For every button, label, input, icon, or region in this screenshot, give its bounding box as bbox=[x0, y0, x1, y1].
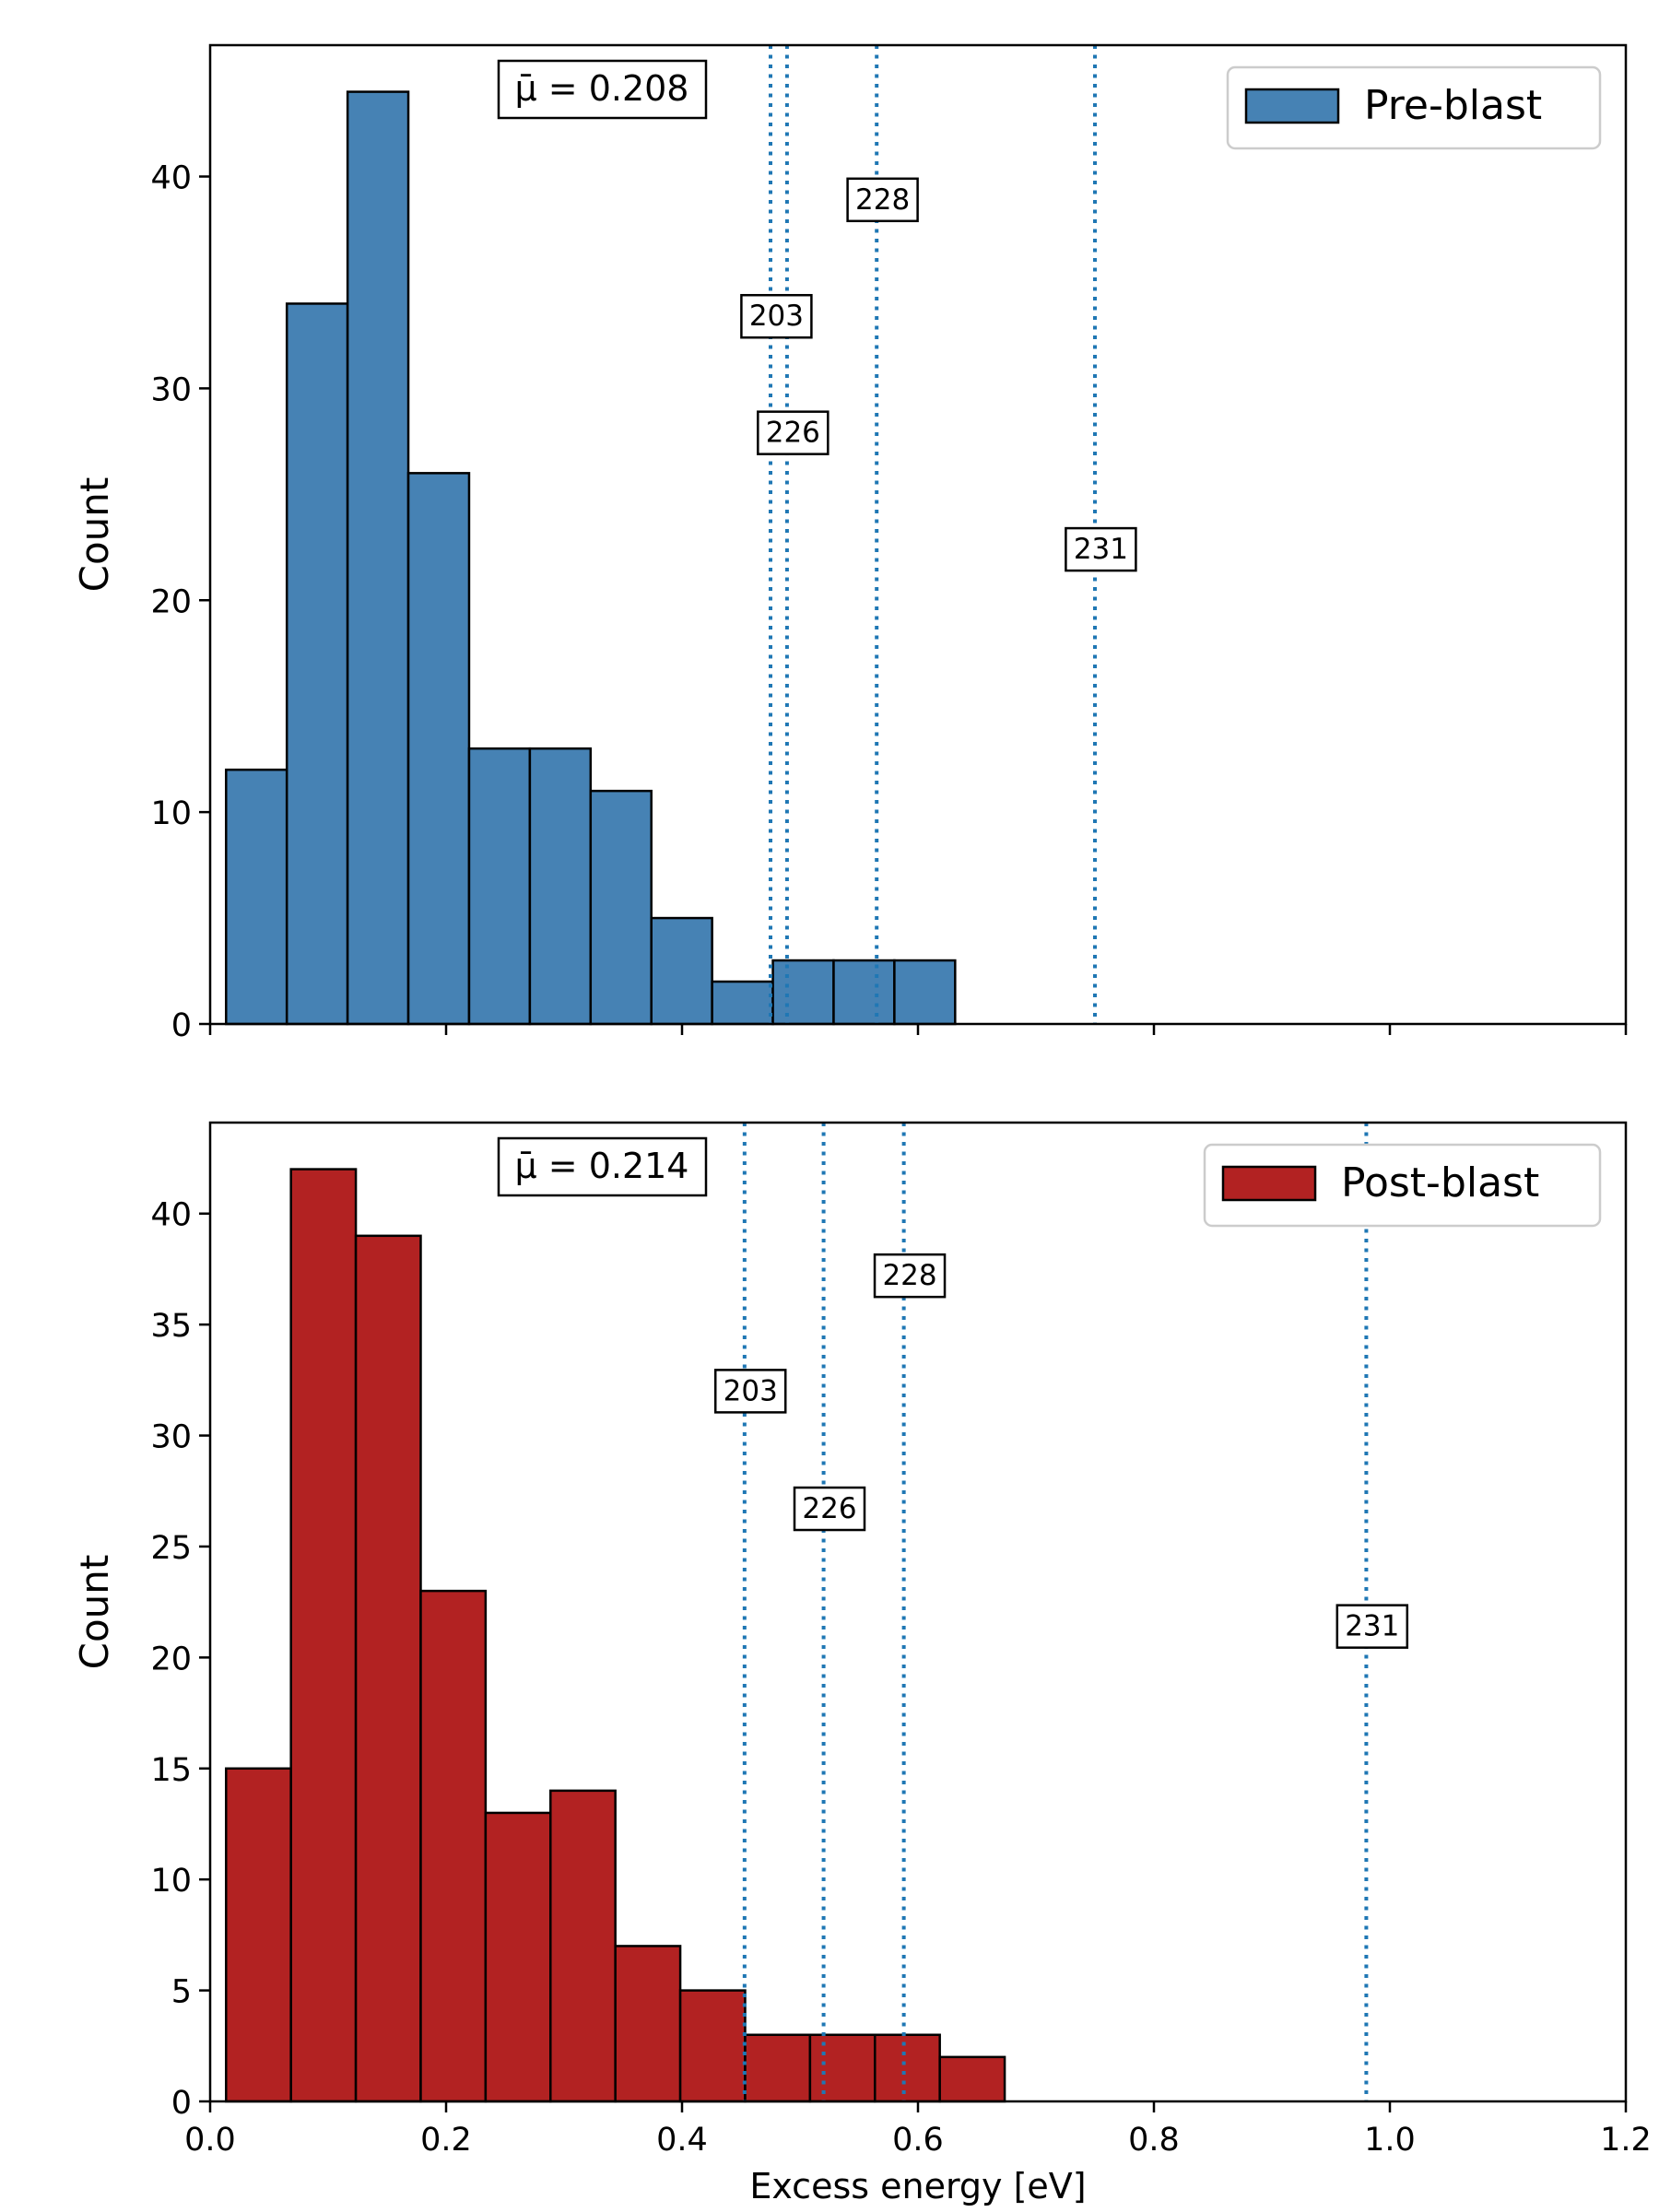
histogram-bar bbox=[289, 1168, 358, 2103]
legend-label: Post-blast bbox=[1341, 1159, 1539, 1206]
y-tick-label: 40 bbox=[150, 160, 192, 197]
marker-label-box bbox=[1065, 526, 1137, 572]
x-tick-label: 0.0 bbox=[184, 2122, 236, 2159]
legend-swatch bbox=[1221, 1165, 1317, 1202]
y-tick-label: 30 bbox=[150, 371, 192, 408]
y-axis-label: Count bbox=[72, 1555, 117, 1670]
marker-label-box bbox=[873, 1253, 947, 1299]
x-tick-label: 0.2 bbox=[420, 2122, 472, 2159]
top-histogram-panel: 203 226 228 231 0 10 20 30 40 Count μ̄ = 0.208 Pre-… bbox=[72, 43, 1628, 1044]
y-tick-label: 5 bbox=[171, 1974, 192, 2011]
y-tick-label: 15 bbox=[150, 1752, 192, 1789]
histogram-bar bbox=[225, 1767, 292, 2103]
legend-label: Pre-blast bbox=[1364, 82, 1542, 129]
marker-label-box bbox=[846, 177, 919, 223]
mean-annotation: μ̄ = 0.214 bbox=[515, 1146, 689, 1186]
legend-swatch bbox=[1244, 88, 1340, 124]
y-tick-label: 40 bbox=[150, 1197, 192, 1234]
x-tick-label: 1.0 bbox=[1364, 2122, 1416, 2159]
histogram-bar bbox=[354, 1234, 422, 2103]
marker-label: 228 bbox=[882, 1259, 936, 1292]
histogram-bar bbox=[744, 2033, 812, 2103]
histogram-bar bbox=[589, 789, 653, 1026]
marker-label: 226 bbox=[802, 1492, 856, 1525]
legend-box bbox=[1203, 1143, 1602, 1228]
y-tick-label: 20 bbox=[150, 1641, 192, 1677]
marker-label: 228 bbox=[855, 183, 910, 217]
histogram-bar bbox=[874, 2033, 941, 2103]
mean-annotation: μ̄ = 0.208 bbox=[515, 68, 689, 109]
marker-label-box bbox=[793, 1486, 866, 1532]
histogram-bar bbox=[225, 768, 288, 1026]
histogram-bar bbox=[528, 747, 593, 1026]
histogram-bar bbox=[678, 1989, 747, 2103]
marker-label-box bbox=[757, 410, 830, 455]
histogram-bar bbox=[893, 959, 957, 1026]
histogram-bar bbox=[808, 2033, 877, 2103]
x-tick-label: 0.6 bbox=[892, 2122, 944, 2159]
y-tick-label: 10 bbox=[150, 1863, 192, 1900]
marker-label: 203 bbox=[749, 300, 804, 333]
marker-label: 203 bbox=[724, 1374, 778, 1407]
x-tick-label: 0.4 bbox=[656, 2122, 708, 2159]
histogram-bar bbox=[614, 1945, 682, 2103]
marker-label: 231 bbox=[1345, 1610, 1399, 1643]
histogram-bar bbox=[346, 90, 410, 1026]
histogram-bar bbox=[771, 959, 835, 1026]
mean-annotation-box bbox=[497, 1136, 708, 1197]
y-tick-label: 25 bbox=[150, 1530, 192, 1567]
legend-box bbox=[1226, 65, 1602, 150]
histogram-bar bbox=[419, 1589, 488, 2103]
x-tick-label: 1.2 bbox=[1600, 2122, 1652, 2159]
marker-label-box bbox=[713, 1369, 787, 1414]
histogram-bar bbox=[549, 1789, 617, 2103]
histogram-bar bbox=[832, 959, 896, 1026]
mean-annotation-box bbox=[497, 59, 708, 120]
histogram-bar bbox=[650, 916, 713, 1026]
x-tick-label: 0.8 bbox=[1128, 2122, 1180, 2159]
bottom-histogram-panel: 203 226 228 231 0 5 10 15 20 25 30 35 40 0.0 0.2 0.4 0.6… bbox=[72, 1121, 1652, 2206]
y-tick-label: 10 bbox=[150, 795, 192, 832]
y-tick-label: 30 bbox=[150, 1419, 192, 1456]
y-tick-label: 20 bbox=[150, 583, 192, 620]
histogram-bar bbox=[467, 747, 532, 1026]
histogram-bar bbox=[285, 302, 349, 1026]
marker-label: 231 bbox=[1074, 533, 1128, 566]
y-tick-label: 35 bbox=[150, 1308, 192, 1345]
histogram-bar bbox=[938, 2055, 1006, 2103]
marker-label: 226 bbox=[766, 417, 820, 450]
y-axis-label: Count bbox=[72, 477, 117, 593]
y-tick-label: 0 bbox=[171, 2085, 192, 2122]
histogram-bar bbox=[406, 472, 471, 1026]
histogram-bar bbox=[711, 980, 774, 1026]
histogram-bar bbox=[484, 1811, 552, 2103]
marker-label-box bbox=[1335, 1604, 1409, 1649]
y-tick-label: 0 bbox=[171, 1007, 192, 1044]
marker-label-box bbox=[740, 293, 813, 339]
x-axis-label: Excess energy [eV] bbox=[749, 2166, 1086, 2206]
